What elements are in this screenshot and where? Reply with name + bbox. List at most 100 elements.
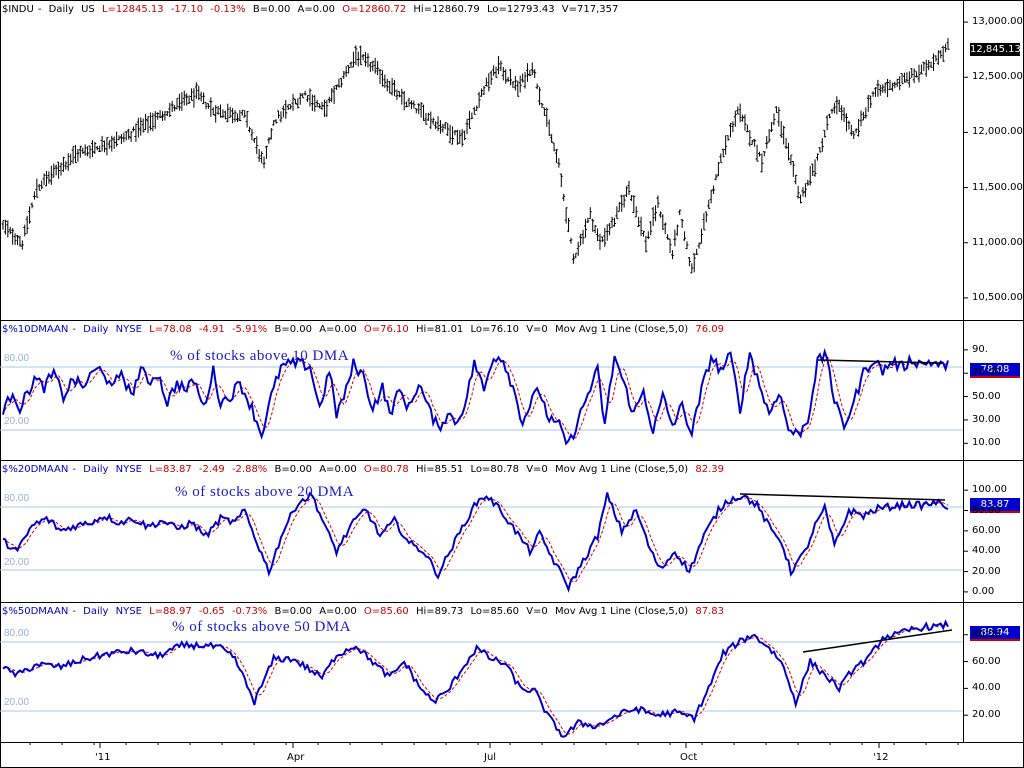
ohlc-bar [917, 64, 921, 83]
ohlc-bar [559, 173, 563, 188]
y-tick-label: 90. [972, 343, 988, 355]
y-tick-label: 50.00 [972, 390, 1001, 402]
period: Daily [83, 464, 109, 475]
ohlc-bar [23, 224, 27, 237]
ohlc-bar [799, 194, 803, 204]
y-tick-label: 11,500.00 [972, 181, 1023, 193]
ohlc-bar [460, 129, 464, 147]
ohlc-bar [571, 253, 575, 264]
ohlc-bar [129, 131, 133, 142]
ohlc-bar [699, 228, 703, 244]
symbol: $INDU [2, 4, 34, 15]
ohlc-bar [859, 110, 863, 127]
change-value: -4.91 [198, 324, 225, 335]
ask-value: A=0.00 [319, 324, 357, 335]
ohlc-bar [216, 105, 220, 115]
ohlc-bar [226, 103, 230, 123]
ohlc-bar [895, 78, 899, 88]
ohlc-bar [66, 153, 70, 171]
ohlc-bar [707, 199, 711, 209]
volume-value: V=0 [526, 606, 548, 617]
y-tick-label: 40.00 [972, 545, 1001, 557]
ohlc-bar [47, 171, 51, 184]
ma-label: Mov Avg 1 Line (Close,5,0) [554, 464, 689, 475]
ohlc-bar [888, 79, 892, 90]
ohlc-bar [231, 108, 235, 124]
ohlc-bar [136, 117, 140, 138]
ohlc-bar [202, 92, 206, 105]
low-value: Lo=80.78 [470, 464, 520, 475]
ohlc-bar [127, 128, 131, 140]
ma-label: Mov Avg 1 Line (Close,5,0) [554, 324, 689, 335]
indu-last-badge: 12,845.13 [970, 43, 1021, 56]
ohlc-bar [194, 82, 198, 99]
y-tick-label: 60.00 [972, 655, 1001, 667]
y-tick-label: 80.00 [972, 504, 1001, 516]
ohlc-bar [327, 96, 331, 104]
ohlc-bar [61, 156, 65, 172]
y-tick-label: 13,000.00 [972, 16, 1023, 28]
ohlc-bar [190, 88, 194, 101]
ohlc-bar [564, 207, 568, 224]
x-label: Jul [484, 752, 497, 763]
ohlc-bar [615, 206, 619, 220]
ohlc-bar [368, 62, 372, 72]
ohlc-bar [622, 194, 626, 208]
ohlc-bar [185, 93, 189, 106]
ohlc-bar [796, 185, 800, 199]
ohlc-bar [98, 145, 102, 153]
ohlc-bar [774, 106, 778, 113]
ask-value: A=0.00 [297, 4, 336, 15]
x-label: Oct [680, 752, 698, 763]
ohlc-bar [552, 142, 556, 152]
ohlc-bar [637, 216, 641, 227]
ohlc-bar [946, 37, 950, 50]
ohlc-bar [8, 226, 12, 235]
change-pct: -0.13% [210, 4, 246, 15]
period: Daily [83, 606, 109, 617]
ohlc-bar [837, 99, 841, 112]
open-value: O=76.10 [363, 324, 409, 335]
indu-header: $INDU - Daily US L=12845.13 -17.10 -0.13%… [2, 4, 619, 15]
ohlc-bar [777, 107, 781, 127]
ohlc-bar [35, 178, 39, 198]
ohlc-bar [351, 51, 355, 68]
bid-value: B=0.00 [252, 4, 291, 15]
ohlc-bar [538, 87, 542, 106]
ohlc-bar [235, 113, 239, 123]
ohlc-bar [803, 183, 807, 198]
ohlc-bar [801, 187, 805, 197]
ohlc-bar [132, 126, 136, 132]
ohlc-bar [513, 76, 517, 91]
ohlc-bar [644, 235, 648, 253]
ohlc-bar [716, 161, 720, 177]
last-value: L=88.97 [149, 606, 192, 617]
y-tick-label: 80.00 [972, 628, 1001, 640]
change-value: -2.49 [198, 464, 225, 475]
ohlc-bar [656, 195, 660, 208]
ohlc-bar [322, 99, 326, 117]
ohlc-bar [366, 53, 370, 68]
ohlc-bar [422, 104, 426, 122]
ohlc-bar [847, 120, 851, 130]
ohlc-bar [516, 80, 520, 97]
ohlc-bar [719, 153, 723, 164]
ohlc-bar [617, 202, 621, 212]
ohlc-bar [434, 121, 438, 130]
ohlc-bar [361, 53, 365, 61]
ma-value: 82.39 [695, 464, 725, 475]
volume-value: V=717,357 [561, 4, 619, 15]
ohlc-bar [919, 64, 923, 75]
ohlc-bar [504, 69, 508, 84]
ohlc-bar [680, 219, 684, 228]
low-value: Lo=85.60 [470, 606, 520, 617]
ohlc-bar [886, 78, 890, 98]
ohlc-bar [922, 61, 926, 72]
ohlc-bar [291, 93, 295, 111]
ohlc-bar [760, 153, 764, 173]
ohlc-bar [32, 191, 36, 200]
trend-line-50 [802, 629, 953, 653]
ohlc-bar [944, 43, 948, 53]
ohlc-bar [741, 114, 745, 122]
